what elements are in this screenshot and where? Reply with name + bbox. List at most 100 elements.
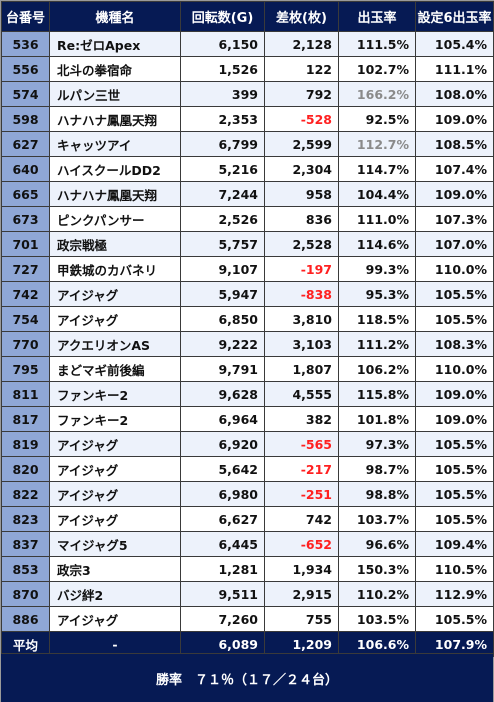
cell-spins: 9,628 xyxy=(180,381,265,407)
cell-machine-name: ハナハナ鳳凰天翔 xyxy=(49,181,181,207)
cell-machine-number: 823 xyxy=(1,506,50,532)
table-row: 727 甲鉄城のカバネリ 9,107 -197 99.3% 110.0% xyxy=(1,256,494,282)
cell-machine-name: ルパン三世 xyxy=(49,81,181,107)
cell-payout-rate: 104.4% xyxy=(338,181,416,207)
cell-payout-rate: 92.5% xyxy=(338,106,416,132)
cell-machine-number: 822 xyxy=(1,481,50,507)
cell-payout-rate: 111.5% xyxy=(338,31,416,57)
cell-setting6-rate: 105.5% xyxy=(415,606,494,632)
cell-spins: 2,526 xyxy=(180,206,265,232)
cell-spins: 9,222 xyxy=(180,331,265,357)
cell-machine-number: 640 xyxy=(1,156,50,182)
cell-difference: 742 xyxy=(264,506,339,532)
cell-machine-number: 598 xyxy=(1,106,50,132)
average-payout-rate: 106.6% xyxy=(338,631,416,657)
cell-payout-rate: 97.3% xyxy=(338,431,416,457)
cell-payout-rate: 115.8% xyxy=(338,381,416,407)
cell-difference: 3,810 xyxy=(264,306,339,332)
cell-machine-name: アイジャグ xyxy=(49,481,181,507)
cell-machine-number: 727 xyxy=(1,256,50,282)
cell-difference: 2,599 xyxy=(264,131,339,157)
cell-machine-name: 政宗3 xyxy=(49,556,181,582)
average-row: 平均 - 6,089 1,209 106.6% 107.9% xyxy=(1,631,494,657)
cell-machine-name: 甲鉄城のカバネリ xyxy=(49,256,181,282)
cell-spins: 6,150 xyxy=(180,31,265,57)
cell-difference: 2,915 xyxy=(264,581,339,607)
cell-difference: -217 xyxy=(264,456,339,482)
table-row: 820 アイジャグ 5,642 -217 98.7% 105.5% xyxy=(1,456,494,482)
cell-setting6-rate: 110.0% xyxy=(415,356,494,382)
cell-spins: 5,642 xyxy=(180,456,265,482)
cell-setting6-rate: 109.0% xyxy=(415,381,494,407)
table-row: 811 ファンキー2 9,628 4,555 115.8% 109.0% xyxy=(1,381,494,407)
cell-difference: 2,528 xyxy=(264,231,339,257)
table-row: 754 アイジャグ 6,850 3,810 118.5% 105.5% xyxy=(1,306,494,332)
cell-spins: 1,281 xyxy=(180,556,265,582)
cell-machine-number: 817 xyxy=(1,406,50,432)
cell-machine-number: 795 xyxy=(1,356,50,382)
cell-machine-name: ピンクパンサー xyxy=(49,206,181,232)
cell-payout-rate: 102.7% xyxy=(338,56,416,82)
cell-machine-name: アイジャグ xyxy=(49,506,181,532)
table-row: 822 アイジャグ 6,980 -251 98.8% 105.5% xyxy=(1,481,494,507)
cell-spins: 6,799 xyxy=(180,131,265,157)
cell-machine-number: 770 xyxy=(1,331,50,357)
cell-payout-rate: 101.8% xyxy=(338,406,416,432)
cell-machine-name: キャッツアイ xyxy=(49,131,181,157)
cell-spins: 5,757 xyxy=(180,231,265,257)
table-row: 640 ハイスクールDD2 5,216 2,304 114.7% 107.4% xyxy=(1,156,494,182)
cell-machine-number: 820 xyxy=(1,456,50,482)
cell-machine-name: アイジャグ xyxy=(49,281,181,307)
table-row: 770 アクエリオンAS 9,222 3,103 111.2% 108.3% xyxy=(1,331,494,357)
cell-spins: 6,850 xyxy=(180,306,265,332)
results-table: 台番号 機種名 回転数(G) 差枚(枚) 出玉率 設定6出玉率 536 Re:ゼロ… xyxy=(1,1,494,657)
cell-machine-name: バジ絆2 xyxy=(49,581,181,607)
cell-payout-rate: 118.5% xyxy=(338,306,416,332)
cell-difference: -197 xyxy=(264,256,339,282)
cell-payout-rate: 103.7% xyxy=(338,506,416,532)
table-row: 598 ハナハナ鳳凰天翔 2,353 -528 92.5% 109.0% xyxy=(1,106,494,132)
cell-difference: 1,807 xyxy=(264,356,339,382)
cell-setting6-rate: 105.5% xyxy=(415,456,494,482)
cell-setting6-rate: 105.5% xyxy=(415,431,494,457)
cell-machine-name: アクエリオンAS xyxy=(49,331,181,357)
cell-spins: 399 xyxy=(180,81,265,107)
table-row: 701 政宗戦極 5,757 2,528 114.6% 107.0% xyxy=(1,231,494,257)
cell-difference: -528 xyxy=(264,106,339,132)
cell-machine-name: マイジャグ5 xyxy=(49,531,181,557)
cell-setting6-rate: 107.0% xyxy=(415,231,494,257)
table-row: 819 アイジャグ 6,920 -565 97.3% 105.5% xyxy=(1,431,494,457)
table-row: 742 アイジャグ 5,947 -838 95.3% 105.5% xyxy=(1,281,494,307)
cell-setting6-rate: 105.5% xyxy=(415,306,494,332)
cell-machine-number: 574 xyxy=(1,81,50,107)
cell-payout-rate: 106.2% xyxy=(338,356,416,382)
cell-setting6-rate: 107.3% xyxy=(415,206,494,232)
cell-payout-rate: 111.2% xyxy=(338,331,416,357)
cell-spins: 6,445 xyxy=(180,531,265,557)
cell-difference: 1,934 xyxy=(264,556,339,582)
average-setting6-rate: 107.9% xyxy=(415,631,494,657)
average-label: 平均 xyxy=(1,631,50,657)
cell-setting6-rate: 105.5% xyxy=(415,506,494,532)
cell-machine-name: アイジャグ xyxy=(49,606,181,632)
cell-machine-name: まどマギ前後編 xyxy=(49,356,181,382)
cell-difference: -251 xyxy=(264,481,339,507)
cell-machine-name: 北斗の拳宿命 xyxy=(49,56,181,82)
cell-machine-number: 886 xyxy=(1,606,50,632)
cell-machine-number: 556 xyxy=(1,56,50,82)
cell-machine-name: ファンキー2 xyxy=(49,381,181,407)
cell-machine-number: 754 xyxy=(1,306,50,332)
table-header-row: 台番号 機種名 回転数(G) 差枚(枚) 出玉率 設定6出玉率 xyxy=(1,1,494,32)
cell-setting6-rate: 109.0% xyxy=(415,106,494,132)
cell-difference: -838 xyxy=(264,281,339,307)
win-rate-text: 勝率 ７１％（１７／２４台） xyxy=(155,672,338,688)
cell-setting6-rate: 108.3% xyxy=(415,331,494,357)
cell-machine-number: 673 xyxy=(1,206,50,232)
cell-setting6-rate: 105.5% xyxy=(415,481,494,507)
cell-setting6-rate: 109.0% xyxy=(415,406,494,432)
table-row: 556 北斗の拳宿命 1,526 122 102.7% 111.1% xyxy=(1,56,494,82)
table-row: 853 政宗3 1,281 1,934 150.3% 110.5% xyxy=(1,556,494,582)
table-row: 574 ルパン三世 399 792 166.2% 108.0% xyxy=(1,81,494,107)
cell-machine-number: 870 xyxy=(1,581,50,607)
